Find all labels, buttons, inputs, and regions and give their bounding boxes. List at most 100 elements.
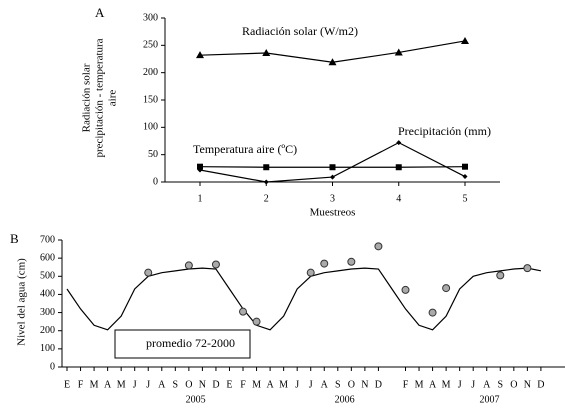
x-tick-label: D [375, 379, 382, 390]
y-tick-label: 0 [153, 176, 158, 187]
marker [394, 48, 403, 56]
x-tick-label: F [403, 379, 409, 390]
y-axis-title: precipitación - temperatura [94, 38, 106, 157]
marker [328, 58, 337, 66]
series-line [66, 267, 542, 331]
data-point [144, 268, 153, 277]
y-axis-title: Radiación solar [81, 63, 93, 132]
marker [461, 36, 469, 44]
data-point [523, 264, 532, 273]
x-tick-label: 5 [463, 193, 468, 204]
y-tick-label: 250 [143, 40, 158, 51]
marker [330, 174, 335, 180]
marker [329, 164, 336, 171]
y-tick-label: 600 [40, 252, 55, 263]
panel-label: A [95, 5, 105, 20]
data-point [184, 261, 193, 270]
year-label: 2006 [335, 394, 355, 405]
y-tick-label: 500 [40, 271, 55, 282]
data-point [239, 307, 248, 316]
legend-box [114, 329, 251, 359]
x-tick-label: 3 [330, 193, 335, 204]
marker [395, 164, 402, 171]
x-tick-label: 1 [198, 193, 203, 204]
y-tick-label: 150 [143, 94, 158, 105]
series-annotation: Radiación solar (W/m2) [242, 24, 358, 38]
x-tick-label: D [212, 379, 219, 390]
series-annotation: Temperatura aire (ºC) [193, 142, 297, 156]
marker [462, 163, 468, 170]
marker [197, 167, 203, 173]
x-tick-label: M [279, 379, 288, 390]
y-tick-label: 100 [143, 122, 158, 133]
x-tick-label: J [458, 379, 462, 390]
x-tick-label: S [173, 379, 179, 390]
data-point [211, 260, 220, 269]
panel-label: B [10, 231, 19, 246]
legend-label: promedio 72-2000 [146, 336, 235, 350]
data-point [252, 317, 261, 326]
marker [396, 140, 402, 146]
x-tick-label: O [510, 379, 517, 390]
y-tick-label: 300 [143, 12, 158, 23]
x-tick-label: E [226, 379, 232, 390]
x-tick-label: O [185, 379, 192, 390]
x-tick-label: S [335, 379, 341, 390]
x-tick-label: S [497, 379, 503, 390]
data-point [347, 257, 356, 266]
x-axis-title: Muestreos [310, 207, 356, 219]
marker [197, 163, 203, 170]
data-point [428, 308, 437, 317]
data-point [320, 259, 329, 268]
y-tick-label: 200 [40, 325, 55, 336]
data-point [442, 284, 451, 293]
x-tick-label: N [361, 379, 368, 390]
marker [462, 174, 468, 180]
y-tick-label: 700 [40, 234, 55, 245]
y-tick-label: 200 [143, 67, 158, 78]
x-tick-label: J [146, 379, 150, 390]
x-tick-label: J [133, 379, 137, 390]
marker [263, 164, 270, 171]
x-tick-label: J [295, 379, 299, 390]
y-tick-label: 0 [50, 361, 55, 372]
series-annotation: Precipitación (mm) [398, 124, 491, 138]
data-point [401, 285, 410, 294]
x-tick-label: A [266, 379, 274, 390]
x-tick-label: M [117, 379, 126, 390]
x-tick-label: 4 [396, 193, 401, 204]
x-tick-label: M [442, 379, 451, 390]
x-tick-label: E [64, 379, 70, 390]
marker [263, 179, 269, 185]
x-tick-label: A [483, 379, 491, 390]
y-tick-label: 50 [148, 149, 158, 160]
y-axis-title: aire [107, 90, 119, 107]
marker [196, 51, 204, 59]
y-tick-label: 300 [40, 307, 55, 318]
x-tick-label: F [78, 379, 84, 390]
marker [262, 48, 271, 56]
x-tick-label: J [471, 379, 475, 390]
x-tick-label: A [158, 379, 166, 390]
x-tick-label: A [429, 379, 437, 390]
x-tick-label: 2 [264, 193, 269, 204]
y-tick-label: 400 [40, 289, 55, 300]
x-tick-label: N [199, 379, 206, 390]
year-label: 2005 [186, 394, 206, 405]
y-axis-title: Nivel del agua (cm) [16, 258, 28, 346]
x-tick-label: D [537, 379, 544, 390]
y-tick-label: 100 [40, 343, 55, 354]
x-tick-label: J [309, 379, 313, 390]
data-point [306, 268, 315, 277]
x-tick-label: F [240, 379, 246, 390]
x-tick-label: M [90, 379, 99, 390]
x-tick-label: O [348, 379, 355, 390]
x-tick-label: A [104, 379, 112, 390]
x-tick-label: N [524, 379, 531, 390]
data-point [496, 271, 505, 280]
data-point [374, 242, 383, 251]
x-tick-label: M [415, 379, 424, 390]
year-label: 2007 [479, 394, 499, 405]
x-tick-label: A [321, 379, 329, 390]
